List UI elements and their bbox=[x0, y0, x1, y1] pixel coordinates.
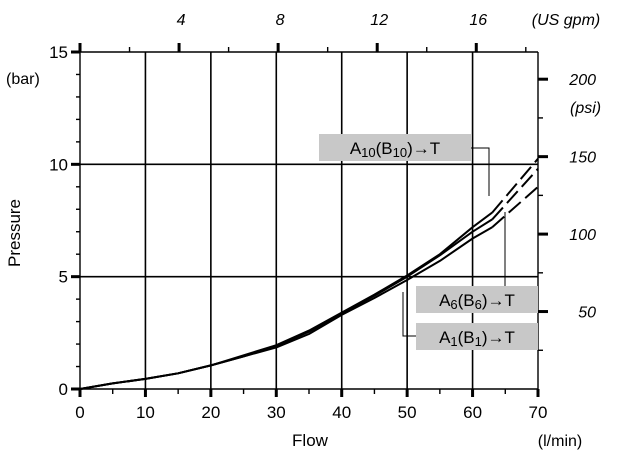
label-box-6 bbox=[416, 286, 538, 313]
label-box-10 bbox=[319, 134, 471, 161]
label-subscript: 6 bbox=[475, 297, 482, 312]
x-axis-title: Flow bbox=[292, 431, 329, 450]
x-tick-label-70: 70 bbox=[529, 403, 548, 422]
right-tick-label-150: 150 bbox=[569, 150, 596, 167]
label-part: A bbox=[439, 328, 451, 347]
right-tick-label-200: 200 bbox=[568, 72, 596, 89]
y-tick-label-10: 10 bbox=[49, 155, 68, 174]
series-dashed-extension-10 bbox=[491, 158, 539, 214]
series-layer bbox=[79, 158, 539, 390]
label-part: (B bbox=[376, 139, 393, 158]
label-subscript: 6 bbox=[450, 297, 457, 312]
series-dashed-extension-6 bbox=[491, 168, 539, 221]
y-tick-label-15: 15 bbox=[49, 43, 68, 62]
x-tick-label-30: 30 bbox=[267, 403, 286, 422]
label-part: A bbox=[350, 139, 362, 158]
label-subscript: 10 bbox=[361, 145, 375, 160]
top-tick-label-12: 12 bbox=[370, 12, 388, 29]
x-tick-label-60: 60 bbox=[463, 403, 482, 422]
x-tick-label-50: 50 bbox=[398, 403, 417, 422]
label-part: (B bbox=[458, 328, 475, 347]
y-tick-label-0: 0 bbox=[59, 380, 68, 399]
x-tick-label-0: 0 bbox=[75, 403, 84, 422]
label-part: A bbox=[439, 291, 451, 310]
x-tick-label-10: 10 bbox=[136, 403, 155, 422]
label-subscript: 10 bbox=[393, 145, 407, 160]
series-dashed-extension-1 bbox=[491, 186, 539, 228]
label-part: )→T bbox=[482, 291, 515, 310]
label-text-10: A10(B10)→T bbox=[350, 139, 440, 160]
label-subscript: 1 bbox=[450, 334, 457, 349]
leader-line-1 bbox=[402, 292, 416, 337]
right-axis-unit: (psi) bbox=[570, 100, 601, 117]
top-tick-label-8: 8 bbox=[276, 12, 285, 29]
label-text-1: A1(B1)→T bbox=[439, 328, 515, 349]
right-tick-label-50: 50 bbox=[578, 305, 596, 322]
y-axis-unit: (bar) bbox=[6, 71, 40, 88]
label-part: (B bbox=[458, 291, 475, 310]
label-part: )→T bbox=[407, 139, 440, 158]
leader-line-10 bbox=[471, 147, 490, 196]
label-box-1 bbox=[416, 323, 538, 350]
grid-layer bbox=[80, 52, 538, 389]
label-part: )→T bbox=[482, 328, 515, 347]
y-axis-title: Pressure bbox=[5, 199, 24, 267]
x-tick-label-20: 20 bbox=[201, 403, 220, 422]
series-line-1 bbox=[79, 226, 493, 390]
x-axis-unit: (l/min) bbox=[538, 433, 582, 450]
text-layer: Pressure (bar) Flow (l/min) (US gpm) (ps… bbox=[5, 12, 601, 450]
top-tick-label-4: 4 bbox=[177, 12, 186, 29]
label-subscript: 1 bbox=[475, 334, 482, 349]
label-layer: A10(B10)→TA6(B6)→TA1(B1)→T bbox=[319, 134, 538, 350]
top-tick-label-16: 16 bbox=[469, 12, 487, 29]
right-tick-label-100: 100 bbox=[569, 227, 596, 244]
x-tick-label-40: 40 bbox=[332, 403, 351, 422]
top-axis-unit: (US gpm) bbox=[532, 12, 600, 29]
label-text-6: A6(B6)→T bbox=[439, 291, 515, 312]
y-tick-label-5: 5 bbox=[59, 268, 68, 287]
